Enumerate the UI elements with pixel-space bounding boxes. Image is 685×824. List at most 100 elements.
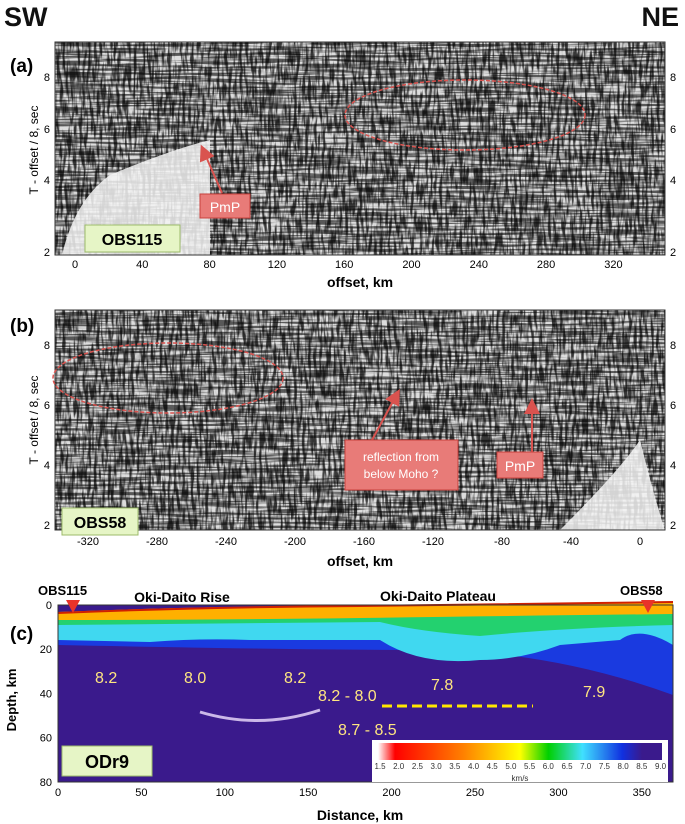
colorbar-tick: 6.5 <box>561 762 573 771</box>
x-tick: 0 <box>72 259 78 271</box>
y-tick-right: 8 <box>670 72 676 84</box>
colorbar-tick: 2.0 <box>393 762 405 771</box>
y-tick: 0 <box>46 600 52 612</box>
x-tick: 50 <box>135 787 147 799</box>
colorbar-tick: 3.0 <box>431 762 443 771</box>
x-tick: 0 <box>55 787 61 799</box>
x-tick: -40 <box>563 536 579 548</box>
velocity-label: 8.2 <box>95 670 117 687</box>
ne-label: NE <box>641 2 679 32</box>
y-tick: 60 <box>40 733 52 745</box>
x-tick: 280 <box>537 259 555 271</box>
y-axis-label: T - offset / 8, sec <box>27 106 41 195</box>
x-tick: -240 <box>215 536 237 548</box>
region-label: Oki-Daito Plateau <box>380 588 496 604</box>
y-tick-right: 4 <box>670 175 676 187</box>
y-axis-label: T - offset / 8, sec <box>27 376 41 465</box>
colorbar-tick: 1.5 <box>374 762 386 771</box>
y-tick: 8 <box>44 340 50 352</box>
x-tick: 350 <box>633 787 651 799</box>
station-marker-obs58 <box>641 600 655 613</box>
reflector <box>199 708 321 722</box>
x-tick: 160 <box>335 259 353 271</box>
pmp-box <box>199 193 251 219</box>
colorbar-gradient <box>378 743 662 760</box>
colorbar-unit: km/s <box>512 774 529 783</box>
highlight-ellipse <box>344 79 586 151</box>
panel-a: PmP OBS115 (a) T - offset / 8, sec 8 6 4… <box>10 41 676 290</box>
panel-label: (b) <box>10 316 34 337</box>
region-label: Oki-Daito Rise <box>134 589 230 605</box>
arrow <box>199 144 223 194</box>
shadow-zone <box>560 440 665 530</box>
y-tick: 2 <box>44 247 50 259</box>
colorbar-tick: 4.5 <box>487 762 499 771</box>
y-axis-label: Depth, km <box>4 669 19 732</box>
arrow <box>371 388 400 441</box>
y-tick: 40 <box>40 688 52 700</box>
colorbar-tick: 3.5 <box>449 762 461 771</box>
colorbar-tick: 6.0 <box>543 762 555 771</box>
station-label: OBS58 <box>620 583 663 598</box>
reflection-label: reflection from below Moho ? <box>363 450 439 481</box>
pmp-label: PmP <box>505 458 535 474</box>
x-tick: 150 <box>299 787 317 799</box>
colorbar-tick: 5.5 <box>524 762 536 771</box>
y-tick: 20 <box>40 644 52 656</box>
sw-label: SW <box>4 2 48 32</box>
pmp-box <box>496 451 544 479</box>
y-tick: 6 <box>44 124 50 136</box>
colorbar-tick: 8.5 <box>636 762 648 771</box>
x-tick: 120 <box>268 259 286 271</box>
x-tick: -160 <box>353 536 375 548</box>
x-tick: -80 <box>494 536 510 548</box>
y-tick-right: 8 <box>670 340 676 352</box>
colorbar-tick: 9.0 <box>655 762 667 771</box>
y-tick: 80 <box>40 777 52 789</box>
colorbar-tick: 2.5 <box>412 762 424 771</box>
y-tick: 2 <box>44 520 50 532</box>
x-tick: 0 <box>637 536 643 548</box>
x-axis-label: offset, km <box>327 553 393 569</box>
x-tick: 100 <box>216 787 234 799</box>
y-tick-right: 2 <box>670 247 676 259</box>
y-tick: 8 <box>44 72 50 84</box>
profile-label: ODr9 <box>85 752 129 772</box>
velocity-label: 8.0 <box>184 670 206 687</box>
y-tick: 4 <box>44 175 50 187</box>
x-tick: 240 <box>470 259 488 271</box>
layer-sediment <box>58 602 673 620</box>
station-label: OBS115 <box>102 232 163 249</box>
x-tick: -200 <box>284 536 306 548</box>
x-tick: -320 <box>77 536 99 548</box>
x-tick: 80 <box>203 259 215 271</box>
y-tick-right: 2 <box>670 520 676 532</box>
velocity-label: 8.2 <box>284 670 306 687</box>
x-tick: 40 <box>136 259 148 271</box>
velocity-label: 8.7 - 8.5 <box>338 722 397 739</box>
x-tick: 200 <box>382 787 400 799</box>
station-label: OBS58 <box>74 515 127 532</box>
colorbar-tick: 7.5 <box>599 762 611 771</box>
x-axis-label: offset, km <box>327 274 393 290</box>
x-tick: 250 <box>466 787 484 799</box>
station-box <box>84 224 181 253</box>
profile-box <box>61 745 153 777</box>
velocity-label: 7.9 <box>583 684 605 701</box>
station-label: OBS115 <box>38 583 87 598</box>
colorbar-tick: 5.0 <box>505 762 517 771</box>
colorbar-tick: 8.0 <box>618 762 630 771</box>
x-tick: -120 <box>422 536 444 548</box>
x-tick: -280 <box>146 536 168 548</box>
x-tick: 320 <box>604 259 622 271</box>
colorbar-tick: 7.0 <box>580 762 592 771</box>
panel-c: OBS115 OBS58 Oki-Daito Rise Oki-Daito Pl… <box>4 583 674 823</box>
y-tick-right: 6 <box>670 124 676 136</box>
velocity-label: 7.8 <box>431 677 453 694</box>
highlight-ellipse <box>52 342 284 414</box>
seafloor <box>57 601 674 614</box>
panel-label: (c) <box>10 624 33 645</box>
velocity-label: 8.2 - 8.0 <box>318 688 377 705</box>
y-tick-right: 6 <box>670 400 676 412</box>
